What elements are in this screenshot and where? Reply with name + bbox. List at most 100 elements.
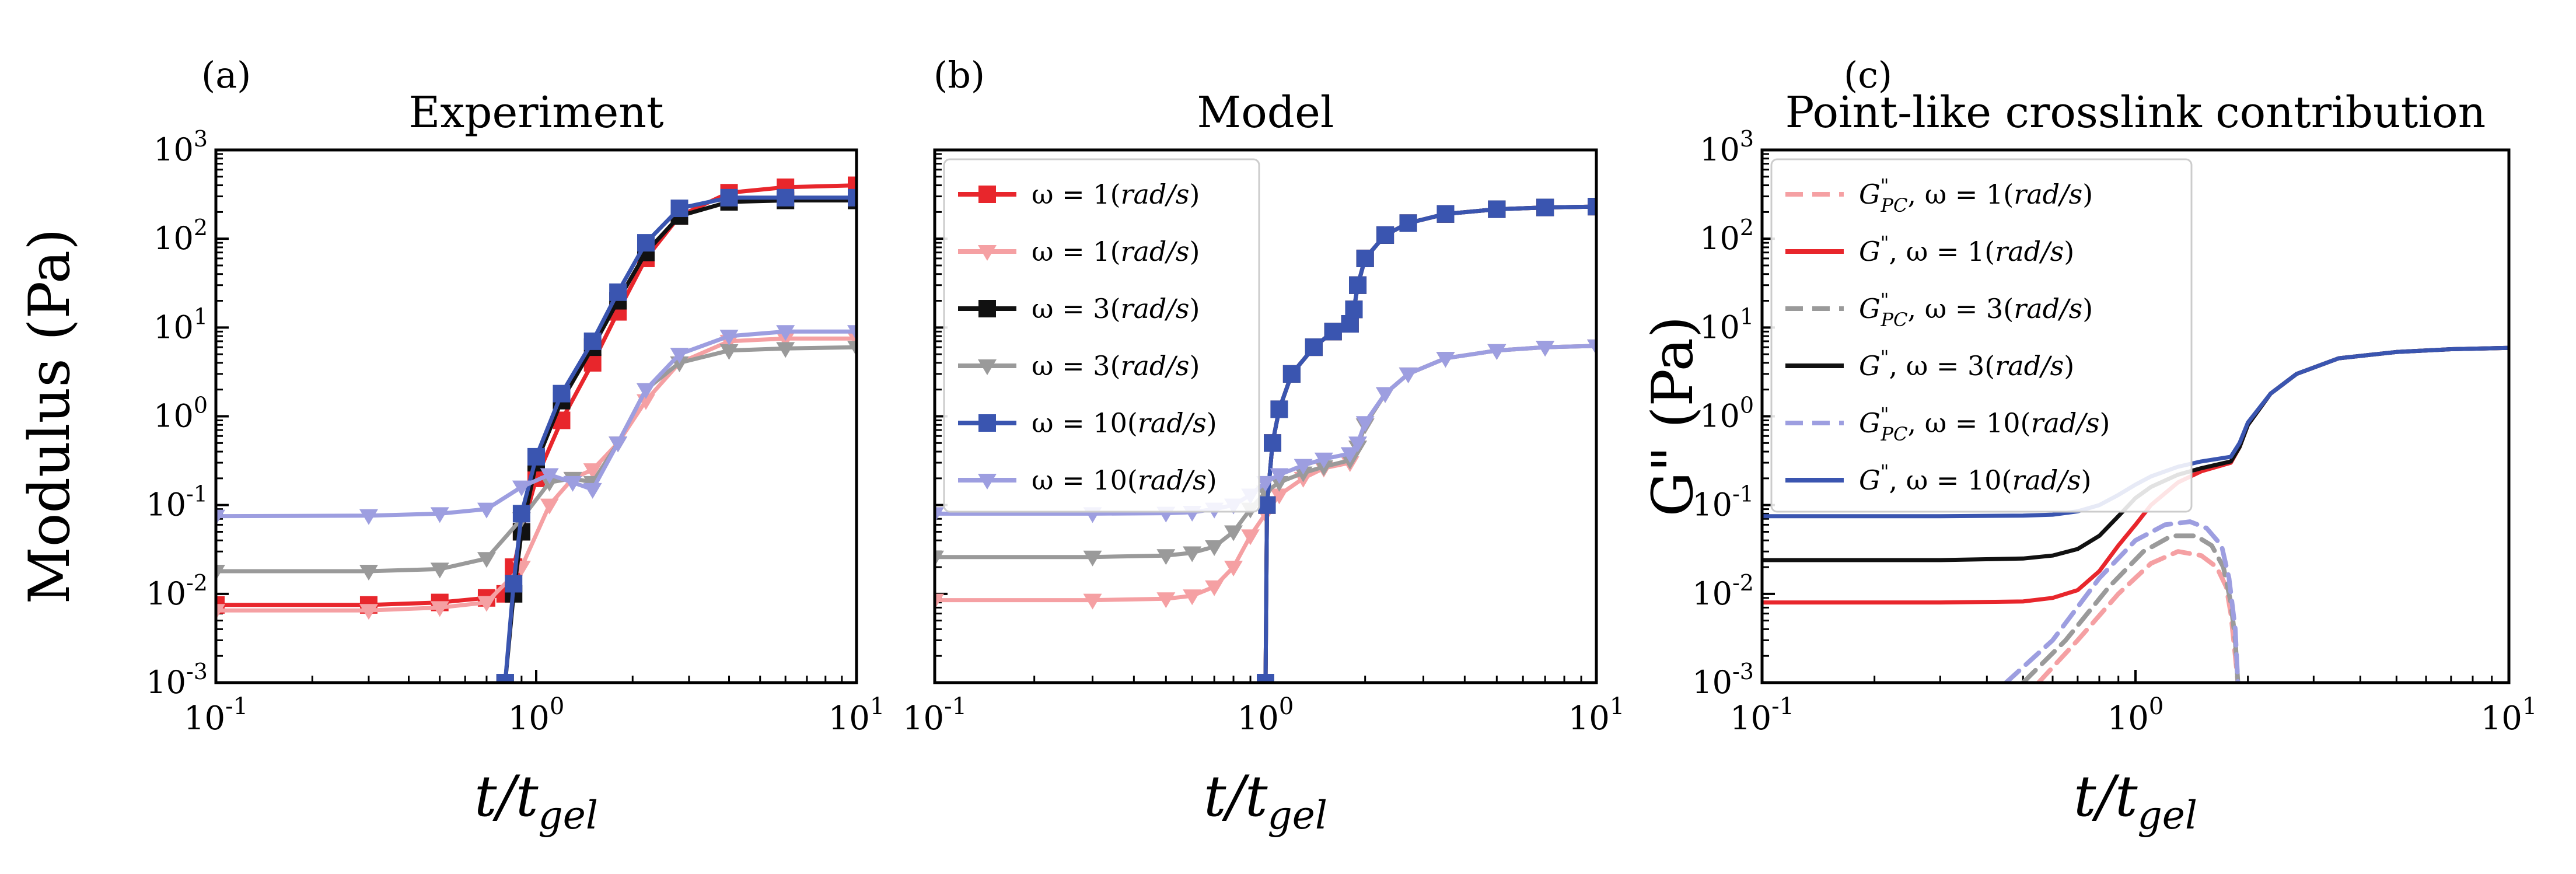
legend-symbol: G <box>1859 407 1881 439</box>
y-tick-label: 103 <box>153 126 208 168</box>
marker-triangle-gray <box>359 564 378 581</box>
marker-square-blue <box>1282 365 1301 383</box>
marker-square-blue <box>1305 338 1323 356</box>
y-tick-base: 10 <box>1692 664 1732 701</box>
marker-square-blue <box>1536 198 1554 216</box>
marker-triangle-lavender <box>430 507 449 523</box>
marker-triangle-lavender <box>1348 436 1368 453</box>
marker-square-blue <box>553 384 571 403</box>
legend-box <box>1770 158 2193 513</box>
x-tick-label: 10-1 <box>1730 693 1794 737</box>
axes-frame <box>933 148 1598 684</box>
legend-unit: rad/s <box>1995 236 2064 267</box>
legend-entry: G", ω = 1(rad/s) <box>1859 232 2074 267</box>
legend-suffix: ) <box>2082 179 2093 210</box>
x-axis-label-main: t/t <box>474 764 539 829</box>
marker-square-blue <box>670 200 688 218</box>
marker-triangle-pink <box>359 604 378 620</box>
marker-triangle-pink <box>540 498 559 515</box>
marker-triangle-pink <box>1241 529 1260 546</box>
marker-triangle-gray <box>935 550 944 567</box>
marker-triangle-gray <box>1156 549 1176 565</box>
y-tick-exponent: 2 <box>1740 215 1754 240</box>
x-tick-label: 101 <box>1568 693 1625 737</box>
legend-unit: rad/s <box>1121 179 1190 210</box>
legend-prefix: ω = 1( <box>1032 236 1121 267</box>
marker-triangle-lavender <box>477 502 496 519</box>
marker-square-blue <box>1270 400 1288 418</box>
legend-symbol: G <box>1859 464 1881 496</box>
marker-triangle-lavender <box>1399 367 1418 383</box>
marker-square-blue <box>583 332 602 350</box>
marker-square-blue <box>609 283 627 301</box>
x-tick-base: 10 <box>1568 700 1610 737</box>
y-tick-label: 10-1 <box>146 481 208 523</box>
marker-triangle-pink <box>1183 589 1202 606</box>
marker-triangle-lavender <box>1294 459 1313 475</box>
marker-triangle-lavender <box>1436 352 1455 368</box>
panel-label: (a) <box>201 54 251 96</box>
x-axis-label: t/tgel <box>2074 764 2197 838</box>
marker-triangle-pink <box>477 596 496 612</box>
x-tick-label: 100 <box>1238 693 1294 737</box>
chart-title: Experiment <box>408 88 664 138</box>
legend-superscript: " <box>1881 346 1889 368</box>
y-tick-label: 10-1 <box>1692 481 1754 523</box>
marker-triangle-lavender <box>540 468 559 484</box>
marker-triangle-lavender <box>216 509 225 526</box>
marker-triangle-gray <box>216 564 225 581</box>
y-tick-label: 10-3 <box>146 659 208 701</box>
series-line-lavender <box>2004 519 2241 683</box>
legend-unit: rad/s <box>1138 407 1207 439</box>
y-tick-label: 101 <box>153 303 208 345</box>
y-tick-base: 10 <box>153 220 194 257</box>
legend-marker-blue <box>978 414 996 432</box>
x-tick-base: 10 <box>1238 700 1279 737</box>
y-tick-exponent: -2 <box>186 570 208 596</box>
marker-triangle-pink <box>583 463 602 480</box>
legend-marker-lavender <box>978 474 997 490</box>
marker-triangle-lavender <box>1487 344 1507 360</box>
chart-title: Point-like crosslink contribution <box>1785 88 2486 138</box>
marker-triangle-gray <box>430 562 449 579</box>
legend-marker-gray <box>978 359 997 375</box>
y-tick-label: 10-2 <box>1692 570 1754 612</box>
legend-entry: ω = 3(rad/s) <box>1032 350 1200 382</box>
marker-square-blue <box>1349 276 1367 294</box>
legend-unit: rad/s <box>2014 179 2082 210</box>
legend-symbol: G <box>1859 350 1881 382</box>
marker-square-blue <box>1257 674 1274 683</box>
marker-triangle-pink <box>1205 580 1224 596</box>
marker-triangle-lavender <box>1355 416 1375 432</box>
legend-entry: ω = 1(rad/s) <box>1032 236 1200 267</box>
marker-triangle-gray <box>477 552 496 568</box>
legend: ω = 1(rad/s)ω = 1(rad/s)ω = 3(rad/s)ω = … <box>943 158 1260 513</box>
y-tick-label: 102 <box>1700 215 1754 257</box>
legend-prefix: ω = 10( <box>1032 407 1138 439</box>
y-tick-base: 10 <box>1692 575 1732 612</box>
marker-triangle-gray <box>1205 540 1224 556</box>
marker-triangle-pink <box>1224 561 1243 577</box>
marker-square-blue <box>1345 300 1363 319</box>
y-tick-base: 10 <box>146 575 186 612</box>
legend-suffix: ) <box>1189 350 1200 382</box>
marker-triangle-gray <box>776 342 795 358</box>
y-tick-exponent: -3 <box>186 659 208 684</box>
x-tick-base: 10 <box>829 700 870 737</box>
marker-square-blue <box>1488 200 1506 218</box>
legend-symbol: G <box>1859 236 1881 267</box>
legend-prefix: ω = 3( <box>1032 350 1121 382</box>
y-tick-base: 10 <box>1700 131 1740 168</box>
marker-triangle-lavender <box>512 480 531 497</box>
legend-unit: rad/s <box>1121 236 1190 267</box>
x-tick-base: 10 <box>2481 700 2522 737</box>
marker-square-blue <box>1356 249 1374 267</box>
marker-square-blue <box>1324 323 1342 341</box>
legend-superscript: " <box>1881 289 1889 311</box>
legend-marker-pink <box>978 245 997 261</box>
marker-square-blue <box>777 188 795 207</box>
x-tick-base: 10 <box>508 700 550 737</box>
legend-unit: rad/s <box>1138 464 1207 496</box>
legend-superscript: " <box>1881 174 1889 197</box>
marker-triangle-lavender <box>359 509 378 525</box>
